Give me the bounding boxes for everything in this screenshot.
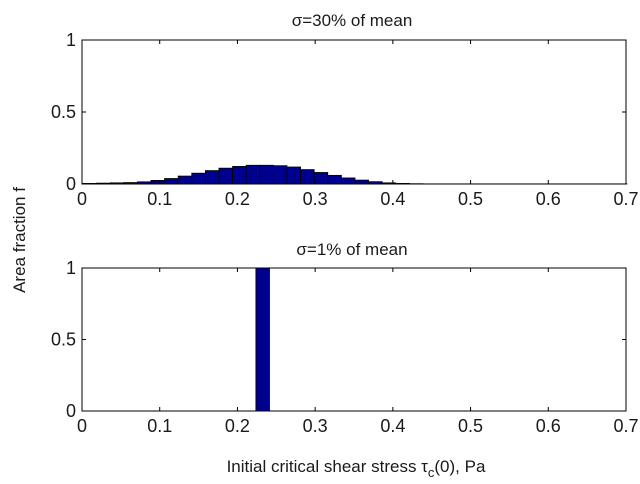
top-bar xyxy=(286,166,301,185)
top-bar xyxy=(150,179,165,185)
top-x-tick-label: 0.4 xyxy=(380,189,405,209)
top-bar xyxy=(164,178,179,185)
top-panel-title: σ=30% of mean xyxy=(292,11,413,30)
bottom-x-tick-label: 0 xyxy=(77,416,87,436)
top-x-tick-label: 0 xyxy=(77,189,87,209)
bottom-x-tick-label: 0.6 xyxy=(536,416,561,436)
top-bar xyxy=(96,182,111,185)
top-x-tick-label: 0.3 xyxy=(303,189,328,209)
bottom-bar xyxy=(255,267,270,412)
top-bar xyxy=(123,182,138,185)
bottom-histogram-panel: σ=1% of mean 0 0.1 0.2 0.3 0.4 0.5 0.6 0.7 00.5… xyxy=(51,240,639,436)
bottom-y-tick-label: 0.5 xyxy=(51,330,76,350)
bottom-bars xyxy=(255,267,270,412)
top-bar xyxy=(136,181,152,185)
top-bar xyxy=(368,181,383,185)
bottom-x-tick-label: 0.4 xyxy=(380,416,405,436)
bottom-x-tick-label: 0.1 xyxy=(147,416,172,436)
top-bar xyxy=(340,177,356,185)
bottom-y-ticks: 00.51 xyxy=(51,258,626,421)
bottom-x-tick-label: 0.5 xyxy=(458,416,483,436)
top-bar xyxy=(177,175,193,185)
bottom-y-tick-label: 1 xyxy=(66,258,76,278)
x-axis-label-tail: (0), Pa xyxy=(434,457,486,476)
bottom-x-tick-label: 0.7 xyxy=(613,416,638,436)
top-bar xyxy=(109,182,125,185)
top-y-tick-label: 0.5 xyxy=(51,102,76,122)
y-axis-label: Area fraction f xyxy=(10,187,29,293)
top-bar xyxy=(245,164,261,185)
top-histogram-panel: σ=30% of mean 0 0.1 0.2 0.3 0.4 0.5 0.6 0.7 00.… xyxy=(51,11,639,209)
top-bar xyxy=(395,183,410,185)
bottom-x-ticks: 0 0.1 0.2 0.3 0.4 0.5 0.6 0.7 xyxy=(77,268,639,436)
x-axis-label-subscript: c xyxy=(428,465,435,480)
top-x-tick-label: 0.6 xyxy=(536,189,561,209)
bottom-y-tick-label: 0 xyxy=(66,401,76,421)
top-x-tick-label: 0.1 xyxy=(147,189,172,209)
bottom-panel-title: σ=1% of mean xyxy=(296,240,407,259)
x-axis-label: Initial critical shear stress τc(0), Pa xyxy=(227,457,486,480)
top-plot-area xyxy=(81,39,627,185)
top-bar xyxy=(300,169,315,185)
top-bar xyxy=(259,164,274,185)
bottom-x-tick-label: 0.3 xyxy=(303,416,328,436)
top-bar xyxy=(354,179,369,185)
top-x-tick-label: 0.7 xyxy=(613,189,638,209)
top-bar xyxy=(191,172,206,185)
top-y-tick-label: 1 xyxy=(66,30,76,50)
bottom-x-tick-label: 0.2 xyxy=(225,416,250,436)
top-bar xyxy=(381,182,397,185)
top-y-tick-label: 0 xyxy=(66,174,76,194)
top-x-tick-label: 0.2 xyxy=(225,189,250,209)
top-bar xyxy=(327,174,342,185)
top-bar xyxy=(313,172,329,185)
top-bar xyxy=(204,170,220,185)
top-x-tick-label: 0.5 xyxy=(458,189,483,209)
top-bar xyxy=(272,165,288,185)
top-bar xyxy=(218,167,233,185)
top-bar xyxy=(232,166,247,185)
top-y-ticks: 00.51 xyxy=(51,30,626,194)
top-bars xyxy=(82,164,628,185)
bottom-plot-area xyxy=(81,267,627,412)
top-x-ticks: 0 0.1 0.2 0.3 0.4 0.5 0.6 0.7 xyxy=(77,40,639,209)
x-axis-label-main: Initial critical shear stress τ xyxy=(227,457,429,476)
